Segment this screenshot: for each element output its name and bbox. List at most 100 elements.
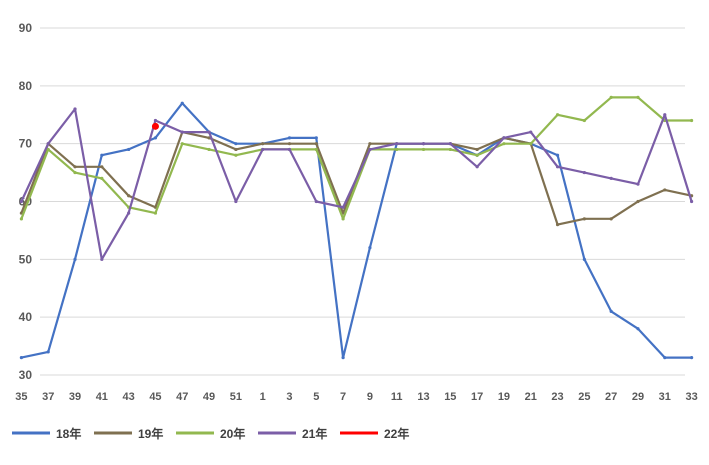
data-point: [154, 119, 157, 122]
data-point: [20, 356, 23, 359]
data-point: [207, 148, 210, 151]
legend-label: 19年: [138, 426, 163, 441]
data-point: [154, 211, 157, 214]
x-tick-label: 41: [96, 391, 108, 403]
data-point: [288, 148, 291, 151]
x-tick-label: 33: [685, 391, 697, 403]
data-point: [261, 148, 264, 151]
legend-item: 20年: [176, 426, 245, 441]
data-point: [583, 258, 586, 261]
x-tick-label: 7: [340, 391, 346, 403]
x-tick-label: 43: [123, 391, 135, 403]
data-point: [529, 142, 532, 145]
data-point: [47, 350, 50, 353]
data-point: [663, 188, 666, 191]
data-point: [663, 113, 666, 116]
data-point: [502, 142, 505, 145]
x-tick-label: 47: [176, 391, 188, 403]
data-point: [610, 310, 613, 313]
legend-label: 18年: [56, 426, 81, 441]
data-point: [127, 148, 130, 151]
data-point: [315, 200, 318, 203]
data-point: [636, 183, 639, 186]
x-tick-label: 5: [313, 391, 319, 403]
x-tick-label: 1: [260, 391, 266, 403]
data-point: [583, 119, 586, 122]
data-point: [556, 223, 559, 226]
y-tick-label: 30: [19, 368, 33, 382]
data-point: [234, 148, 237, 151]
data-point: [100, 165, 103, 168]
data-point: [368, 246, 371, 249]
data-point: [315, 148, 318, 151]
data-point: [315, 142, 318, 145]
x-tick-label: 35: [15, 391, 27, 403]
data-point: [610, 177, 613, 180]
x-tick-label: 17: [471, 391, 483, 403]
data-point: [690, 119, 693, 122]
data-point: [690, 356, 693, 359]
data-point: [556, 165, 559, 168]
data-point: [207, 131, 210, 134]
data-point: [154, 136, 157, 139]
legend-label: 22年: [384, 426, 409, 441]
legend-item: 19年: [94, 426, 163, 441]
legend-item: 22年: [340, 426, 409, 441]
data-point: [422, 148, 425, 151]
x-tick-label: 29: [632, 391, 644, 403]
data-point: [449, 148, 452, 151]
data-point: [234, 200, 237, 203]
data-point: [636, 96, 639, 99]
legend-item: 21年: [258, 426, 327, 441]
data-point: [583, 171, 586, 174]
data-point: [288, 142, 291, 145]
x-tick-label: 11: [391, 391, 403, 403]
series-lines: [20, 96, 693, 359]
x-tick-label: 25: [578, 391, 590, 403]
x-tick-label: 15: [444, 391, 456, 403]
gridlines: [40, 28, 685, 375]
y-tick-label: 70: [19, 137, 33, 151]
x-tick-label: 45: [149, 391, 161, 403]
data-point: [368, 148, 371, 151]
data-point: [690, 200, 693, 203]
data-point: [610, 96, 613, 99]
data-point: [261, 142, 264, 145]
data-point: [341, 356, 344, 359]
data-point: [20, 217, 23, 220]
x-tick-label: 23: [551, 391, 563, 403]
x-tick-label: 49: [203, 391, 215, 403]
data-point: [234, 154, 237, 157]
data-point: [100, 258, 103, 261]
y-tick-label: 90: [19, 21, 33, 35]
x-tick-label: 31: [659, 391, 671, 403]
data-point: [73, 165, 76, 168]
data-point: [422, 142, 425, 145]
data-point: [341, 217, 344, 220]
data-point: [288, 136, 291, 139]
data-point: [73, 258, 76, 261]
x-axis: 35 37 39 41 43 45 47 49 51 1 3 5 7 9 11 13 15 17 19 21 23 25 2…: [15, 391, 697, 403]
data-point: [556, 154, 559, 157]
data-point: [47, 142, 50, 145]
series-1: [20, 102, 693, 360]
legend-label: 20年: [220, 426, 245, 441]
legend-label: 21年: [302, 426, 327, 441]
data-point: [181, 142, 184, 145]
data-point: [100, 154, 103, 157]
data-point: [100, 177, 103, 180]
x-tick-label: 19: [498, 391, 510, 403]
x-tick-label: 21: [525, 391, 537, 403]
x-tick-label: 3: [286, 391, 292, 403]
data-point: [127, 194, 130, 197]
series-5: [152, 123, 159, 130]
data-point: [529, 131, 532, 134]
data-point: [73, 107, 76, 110]
data-point: [152, 123, 159, 130]
data-point: [395, 142, 398, 145]
data-point: [181, 102, 184, 105]
data-point: [315, 136, 318, 139]
data-point: [73, 171, 76, 174]
legend-item: 18年: [12, 426, 81, 441]
data-point: [636, 200, 639, 203]
